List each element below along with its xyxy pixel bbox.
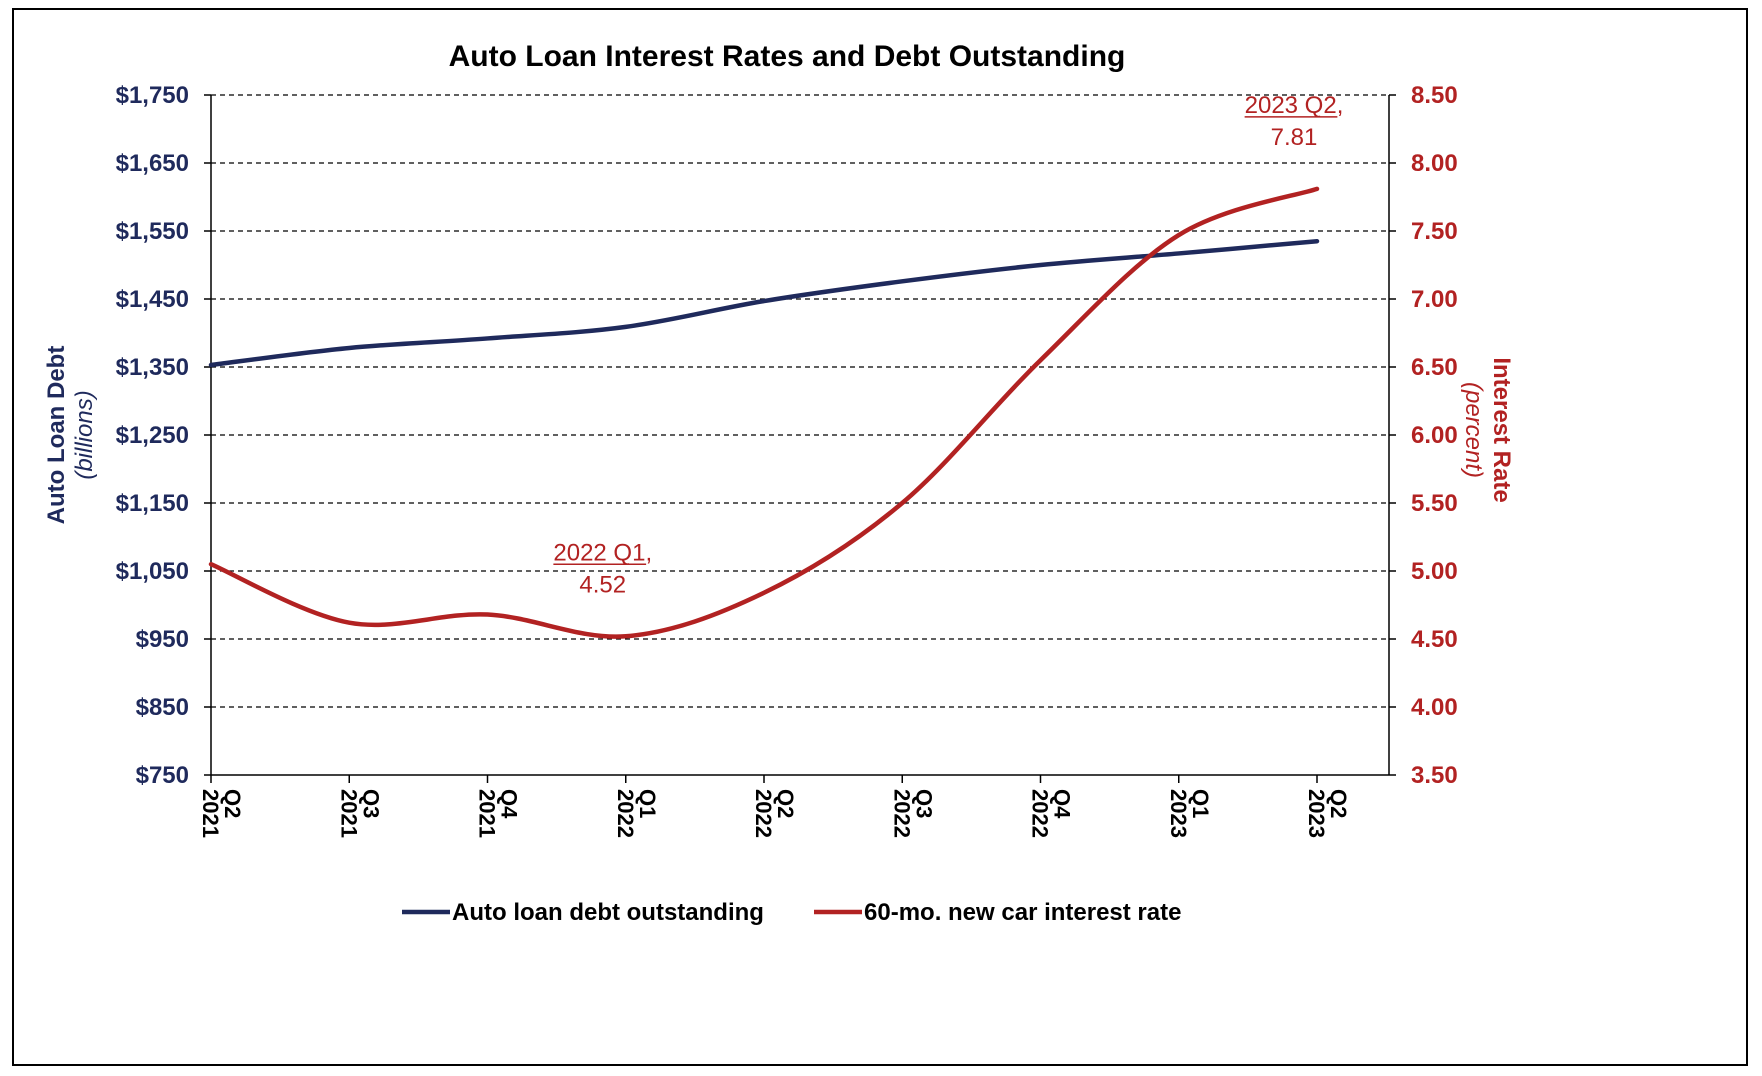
right-tick-label: 5.50: [1411, 490, 1458, 517]
right-axis-title: Interest Rate (percent): [1460, 357, 1515, 502]
right-tick-label: 7.50: [1411, 218, 1458, 245]
left-tick-label: $1,250: [116, 422, 189, 449]
x-tick-label-year: 2022: [751, 789, 776, 838]
x-tick-label-year: 2023: [1304, 789, 1329, 838]
left-tick-label: $1,550: [116, 218, 189, 245]
x-tick-label-year: 2023: [1166, 789, 1191, 838]
x-tick-label-year: 2022: [889, 789, 914, 838]
x-tick-label-quarter: Q1: [635, 789, 660, 818]
x-tick-label-quarter: Q2: [220, 789, 245, 818]
left-tick-label: $950: [136, 626, 189, 653]
x-tick-label-quarter: Q1: [1188, 789, 1213, 818]
chart-frame: Auto Loan Interest Rates and Debt Outsta…: [12, 8, 1748, 1066]
left-tick-label: $1,350: [116, 354, 189, 381]
right-tick-label: 8.50: [1411, 82, 1458, 109]
series-line-1: [208, 186, 1320, 639]
annotation-value: 7.81: [1271, 124, 1318, 151]
left-axis-ticks: $750 $850 $950 $1,050 $1,150 $1,250 $1,350 $1,4…: [116, 82, 211, 789]
left-tick-label: $750: [136, 762, 189, 789]
right-tick-label: 3.50: [1411, 762, 1458, 789]
series-line-0: [208, 238, 1320, 368]
x-tick-label-quarter: Q2: [773, 789, 798, 818]
left-axis-title: Auto Loan Debt (billions): [43, 346, 98, 525]
x-tick-label-quarter: Q4: [1050, 789, 1075, 819]
left-tick-label: $1,150: [116, 490, 189, 517]
legend-label: 60-mo. new car interest rate: [864, 899, 1181, 926]
x-tick-label-year: 2021: [475, 789, 500, 838]
x-tick-label-quarter: Q2: [1326, 789, 1351, 818]
right-axis-sublabel: (percent): [1460, 382, 1487, 478]
series-lines: [208, 186, 1320, 639]
x-tick-label-year: 2021: [198, 789, 223, 838]
left-tick-label: $1,650: [116, 150, 189, 177]
gridlines: [211, 94, 1389, 708]
chart-title: Auto Loan Interest Rates and Debt Outsta…: [449, 40, 1126, 73]
annotation-label: 2022 Q1,: [553, 539, 652, 566]
annotations: 2022 Q1, 4.52 2023 Q2, 7.81: [553, 92, 1343, 598]
x-tick-label-quarter: Q3: [911, 789, 936, 818]
annotation-value: 4.52: [579, 571, 626, 598]
left-tick-label: $850: [136, 694, 189, 721]
x-tick-label-year: 2022: [613, 789, 638, 838]
x-tick-label-year: 2021: [336, 789, 361, 838]
left-tick-label: $1,750: [116, 82, 189, 109]
right-tick-label: 4.00: [1411, 694, 1458, 721]
right-tick-label: 7.00: [1411, 286, 1458, 313]
x-tick-label-quarter: Q4: [497, 789, 522, 819]
right-tick-label: 6.00: [1411, 422, 1458, 449]
left-axis-sublabel: (billions): [71, 390, 98, 479]
x-tick-label-year: 2022: [1028, 789, 1053, 838]
right-axis-label: Interest Rate: [1488, 357, 1515, 502]
left-tick-label: $1,050: [116, 558, 189, 585]
x-tick-label-quarter: Q3: [358, 789, 383, 818]
left-tick-label: $1,450: [116, 286, 189, 313]
annotation-label: 2023 Q2,: [1245, 92, 1344, 119]
right-tick-label: 5.00: [1411, 558, 1458, 585]
right-tick-label: 4.50: [1411, 626, 1458, 653]
legend: Auto loan debt outstanding 60-mo. new car…: [402, 899, 1181, 926]
legend-label: Auto loan debt outstanding: [452, 899, 764, 926]
right-tick-label: 6.50: [1411, 354, 1458, 381]
left-axis-label: Auto Loan Debt: [43, 346, 70, 525]
right-axis-ticks: 3.50 4.00 4.50 5.00 5.50 6.00 6.50 7.00 7.50 8.00…: [1389, 82, 1458, 789]
right-tick-label: 8.00: [1411, 150, 1458, 177]
chart: Auto Loan Interest Rates and Debt Outsta…: [43, 40, 1515, 926]
